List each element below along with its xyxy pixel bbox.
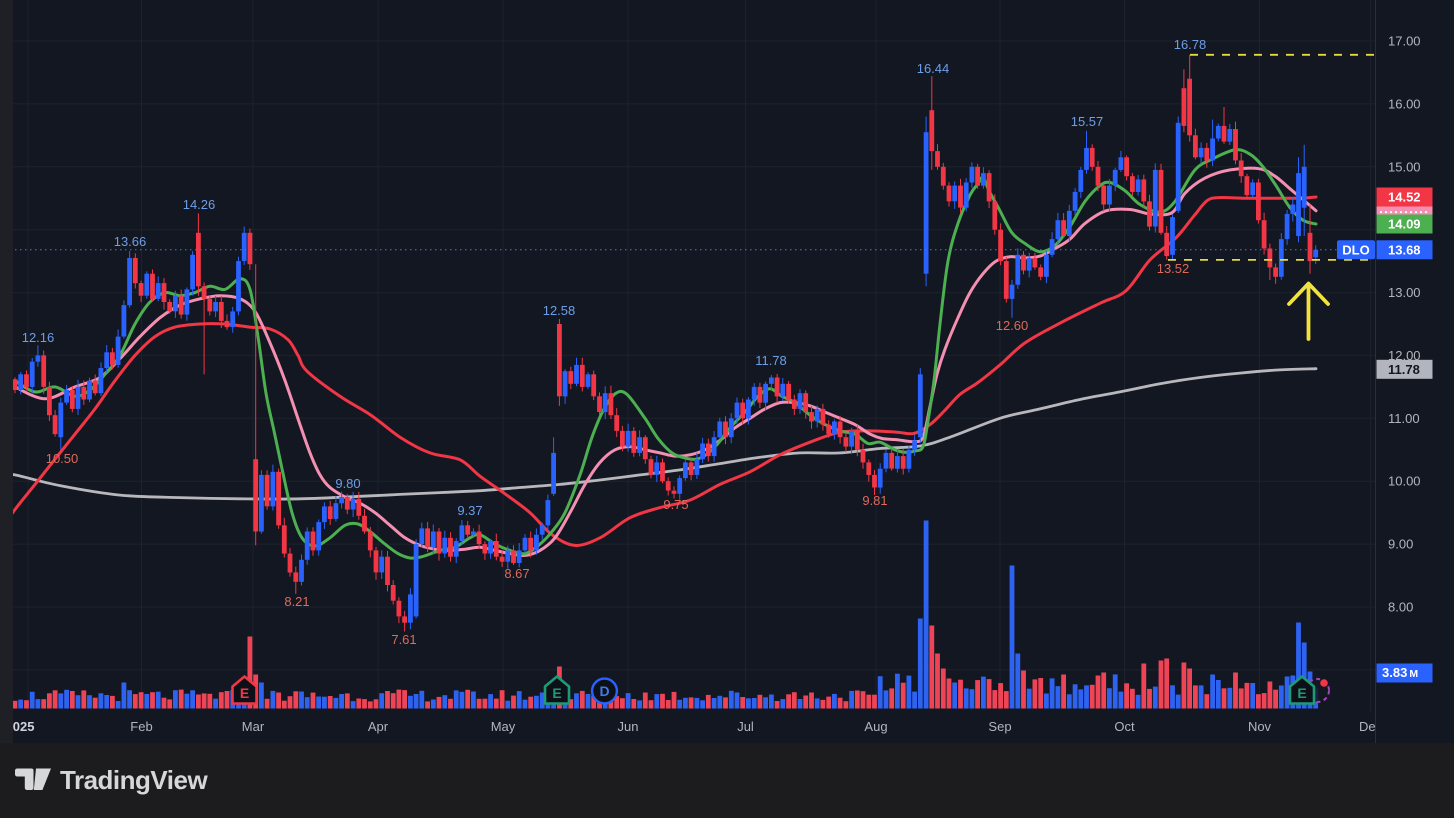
svg-text:Jun: Jun — [618, 719, 639, 734]
svg-text:Mar: Mar — [242, 719, 265, 734]
svg-text:9.80: 9.80 — [335, 476, 360, 491]
svg-text:13.68: 13.68 — [1388, 242, 1421, 257]
svg-text:14.09: 14.09 — [1388, 217, 1421, 232]
svg-text:13.66: 13.66 — [114, 234, 147, 249]
svg-text:TradingView: TradingView — [60, 765, 208, 795]
svg-text:16.44: 16.44 — [917, 61, 950, 76]
svg-text:9.00: 9.00 — [1388, 537, 1413, 552]
svg-text:15.57: 15.57 — [1071, 114, 1104, 129]
svg-text:D: D — [599, 683, 609, 699]
svg-text:E: E — [240, 685, 249, 701]
svg-text:Dec: Dec — [1359, 719, 1383, 734]
svg-text:10.00: 10.00 — [1388, 474, 1421, 489]
svg-text:12.00: 12.00 — [1388, 348, 1421, 363]
svg-text:Nov: Nov — [1248, 719, 1272, 734]
svg-text:7.61: 7.61 — [391, 632, 416, 647]
svg-text:13.52: 13.52 — [1157, 261, 1190, 276]
svg-text:9.37: 9.37 — [457, 503, 482, 518]
svg-text:Feb: Feb — [130, 719, 152, 734]
svg-text:11.00: 11.00 — [1388, 411, 1420, 426]
svg-text:12.16: 12.16 — [22, 330, 55, 345]
svg-text:Aug: Aug — [864, 719, 887, 734]
svg-text:13.00: 13.00 — [1388, 285, 1421, 300]
svg-text:May: May — [491, 719, 516, 734]
svg-text:11.78: 11.78 — [1388, 362, 1420, 377]
svg-text:17.00: 17.00 — [1388, 34, 1421, 49]
svg-text:16.00: 16.00 — [1388, 96, 1421, 111]
svg-text:Jul: Jul — [737, 719, 754, 734]
svg-text:Oct: Oct — [1114, 719, 1135, 734]
svg-text:DLO: DLO — [1342, 242, 1369, 257]
svg-text:8.00: 8.00 — [1388, 600, 1413, 615]
svg-text:Apr: Apr — [368, 719, 389, 734]
svg-text:15.00: 15.00 — [1388, 159, 1421, 174]
svg-text:9.81: 9.81 — [862, 493, 887, 508]
svg-text:8.21: 8.21 — [284, 594, 309, 609]
svg-text:12.60: 12.60 — [996, 318, 1029, 333]
svg-text:10.50: 10.50 — [46, 451, 79, 466]
svg-text:3.83 M: 3.83 M — [1382, 665, 1418, 680]
svg-text:9.75: 9.75 — [663, 497, 688, 512]
svg-text:E: E — [552, 685, 561, 701]
svg-text:11.78: 11.78 — [755, 353, 787, 368]
svg-text:12.58: 12.58 — [543, 303, 576, 318]
svg-text:14.26: 14.26 — [183, 197, 216, 212]
svg-text:16.78: 16.78 — [1174, 37, 1207, 52]
svg-text:8.67: 8.67 — [504, 566, 529, 581]
svg-text:14.52: 14.52 — [1388, 190, 1421, 205]
svg-text:Sep: Sep — [988, 719, 1011, 734]
svg-text:E: E — [1297, 685, 1306, 701]
